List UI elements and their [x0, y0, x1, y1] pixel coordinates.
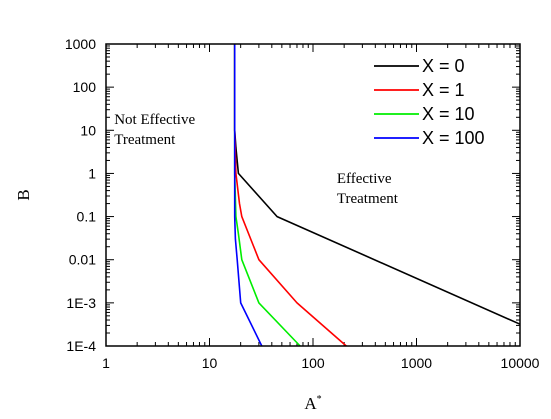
series-line-2 [233, 44, 301, 347]
y-tick-label: 0.1 [77, 209, 97, 225]
x-tick-label: 10000 [501, 355, 540, 371]
y-tick-label: 1000 [65, 36, 96, 52]
annotation-line: Treatment [114, 132, 176, 148]
series-line-1 [233, 44, 347, 347]
annotation-line: Not Effective [114, 112, 195, 128]
y-tick-label: 1E-3 [66, 295, 96, 311]
legend-label: X = 100 [422, 128, 485, 148]
x-tick-label: 100 [301, 355, 325, 371]
tick-labels: 1 10 100 1000 10000 1E-4 1E-3 0.01 0.1 1 10 100 1000 [65, 36, 540, 371]
annotations: Not Effective Treatment Effective Treatment [114, 112, 399, 207]
series-line-3 [233, 44, 263, 347]
x-axis-title: A* [304, 394, 321, 413]
x-tick-label: 1 [102, 355, 110, 371]
region-annotation-0: Not Effective Treatment [114, 112, 195, 148]
x-tick-label: 10 [202, 355, 218, 371]
y-tick-label: 1 [88, 165, 96, 181]
legend-label: X = 10 [422, 104, 475, 124]
series-lines [233, 44, 521, 347]
x-axis-title-main: A [304, 394, 317, 413]
x-tick-label: 1000 [401, 355, 432, 371]
y-tick-label: 100 [73, 79, 97, 95]
legend: X = 0 X = 1 X = 10 X = 100 [374, 56, 485, 148]
y-tick-label: 10 [80, 122, 96, 138]
legend-label: X = 1 [422, 80, 465, 100]
y-axis-title: B [14, 189, 33, 200]
plot-frame [105, 43, 521, 347]
y-tick-label: 0.01 [69, 252, 96, 268]
x-axis-title-superscript: * [317, 394, 322, 405]
region-annotation-1: Effective Treatment [337, 171, 399, 207]
y-tick-label: 1E-4 [66, 338, 96, 354]
annotation-line: Treatment [337, 191, 399, 207]
annotation-line: Effective [337, 171, 392, 187]
legend-label: X = 0 [422, 56, 465, 76]
